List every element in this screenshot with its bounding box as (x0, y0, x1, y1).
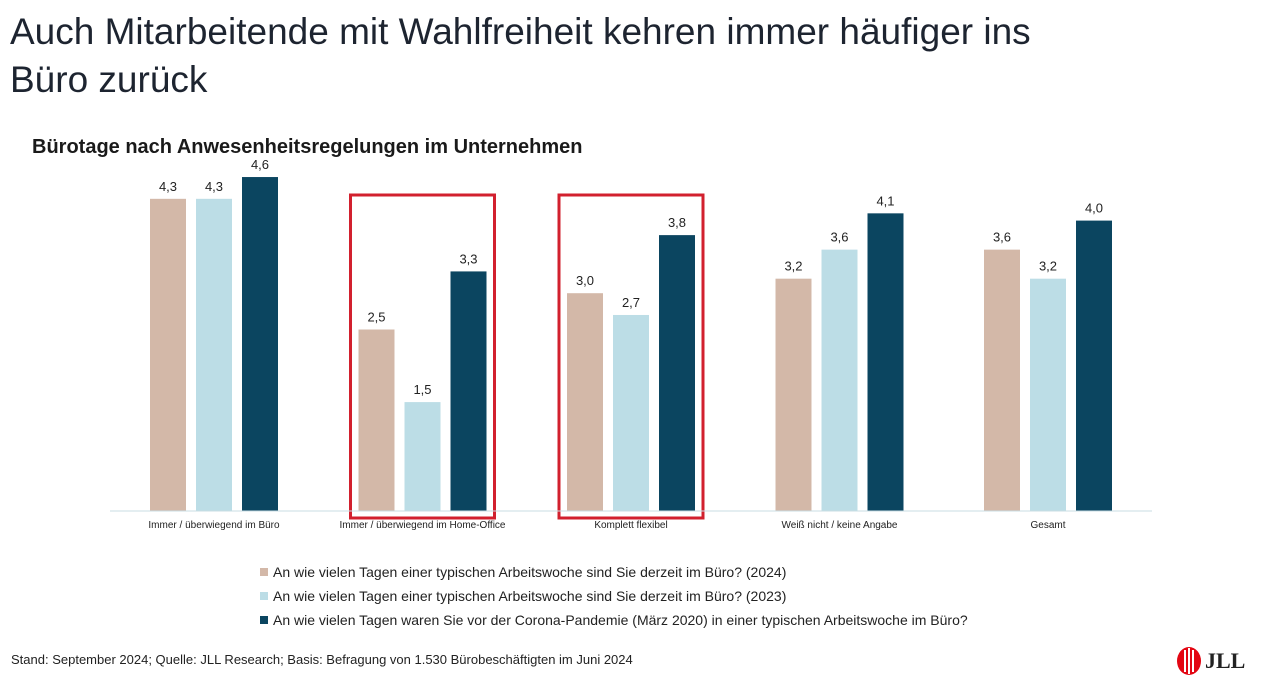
legend-swatch-1 (260, 592, 268, 600)
value-labels-layer: 4,3 4,3 4,6 2,5 1,5 3,3 3,0 2,7 3,8 3,2 3,6 4,1 3,6 3… (159, 157, 1103, 397)
legend-label-0: An wie vielen Tagen einer typischen Arbe… (273, 564, 787, 580)
bar-3-0 (775, 278, 812, 511)
bar-2-1 (613, 314, 649, 511)
jll-logo: JLL (1176, 646, 1245, 676)
bar-chart: 4,3 4,3 4,6 2,5 1,5 3,3 3,0 2,7 3,8 3,2 3,6 4,1 3,6 3… (110, 157, 1152, 531)
bar-4-1 (1030, 278, 1066, 511)
bar-4-0 (984, 249, 1020, 511)
highlight-boxes-layer (349, 193, 705, 520)
value-label-1-1: 1,5 (413, 382, 431, 397)
bar-2-2 (659, 235, 695, 511)
legend-swatch-2 (260, 616, 268, 624)
category-labels-layer: Immer / überwiegend im Büro Immer / überw… (148, 520, 1065, 531)
bar-0-2 (242, 177, 278, 512)
value-label-3-1: 3,6 (830, 230, 848, 245)
bar-1-1 (404, 402, 441, 511)
value-label-1-0: 2,5 (367, 310, 385, 325)
legend-label-1: An wie vielen Tagen einer typischen Arbe… (273, 588, 787, 604)
jll-logo-icon (1177, 647, 1201, 675)
legend-swatch-0 (260, 568, 268, 576)
bar-1-2 (450, 271, 487, 511)
legend-item-0: An wie vielen Tagen einer typischen Arbe… (260, 560, 968, 584)
legend: An wie vielen Tagen einer typischen Arbe… (260, 560, 968, 632)
value-label-0-0: 4,3 (159, 179, 177, 194)
value-label-4-1: 3,2 (1039, 259, 1057, 274)
highlight-box-2 (557, 193, 705, 520)
footnote: Stand: September 2024; Quelle: JLL Resea… (11, 652, 633, 667)
bar-2-0 (567, 293, 603, 511)
category-label-2: Komplett flexibel (594, 520, 667, 531)
category-label-4: Gesamt (1030, 520, 1065, 531)
value-label-2-0: 3,0 (576, 273, 594, 288)
value-label-3-0: 3,2 (784, 259, 802, 274)
bar-0-1 (196, 198, 232, 511)
category-label-0: Immer / überwiegend im Büro (148, 520, 280, 531)
category-label-3: Weiß nicht / keine Angabe (782, 520, 898, 531)
value-label-2-2: 3,8 (668, 215, 686, 230)
highlight-box-1 (349, 193, 496, 520)
bar-3-1 (821, 249, 858, 511)
legend-item-1: An wie vielen Tagen einer typischen Arbe… (260, 584, 968, 608)
chart-title: Bürotage nach Anwesenheitsregelungen im … (32, 136, 583, 158)
jll-logo-text: JLL (1205, 648, 1246, 673)
bar-1-0 (358, 329, 395, 511)
value-label-4-2: 4,0 (1085, 201, 1103, 216)
legend-label-2: An wie vielen Tagen waren Sie vor der Co… (273, 612, 968, 628)
value-label-1-2: 3,3 (459, 251, 477, 266)
page-title: Auch Mitarbeitende mit Wahlfreiheit kehr… (10, 11, 1031, 100)
bars-layer (150, 177, 1112, 512)
value-label-0-2: 4,6 (251, 157, 269, 172)
value-label-2-1: 2,7 (622, 295, 640, 310)
category-label-1: Immer / überwiegend im Home-Office (340, 520, 506, 531)
value-label-0-1: 4,3 (205, 179, 223, 194)
legend-item-2: An wie vielen Tagen waren Sie vor der Co… (260, 608, 968, 632)
bar-0-0 (150, 198, 186, 511)
value-label-4-0: 3,6 (993, 230, 1011, 245)
bar-3-2 (867, 213, 904, 511)
value-label-3-2: 4,1 (876, 193, 894, 208)
bar-4-2 (1076, 220, 1112, 511)
